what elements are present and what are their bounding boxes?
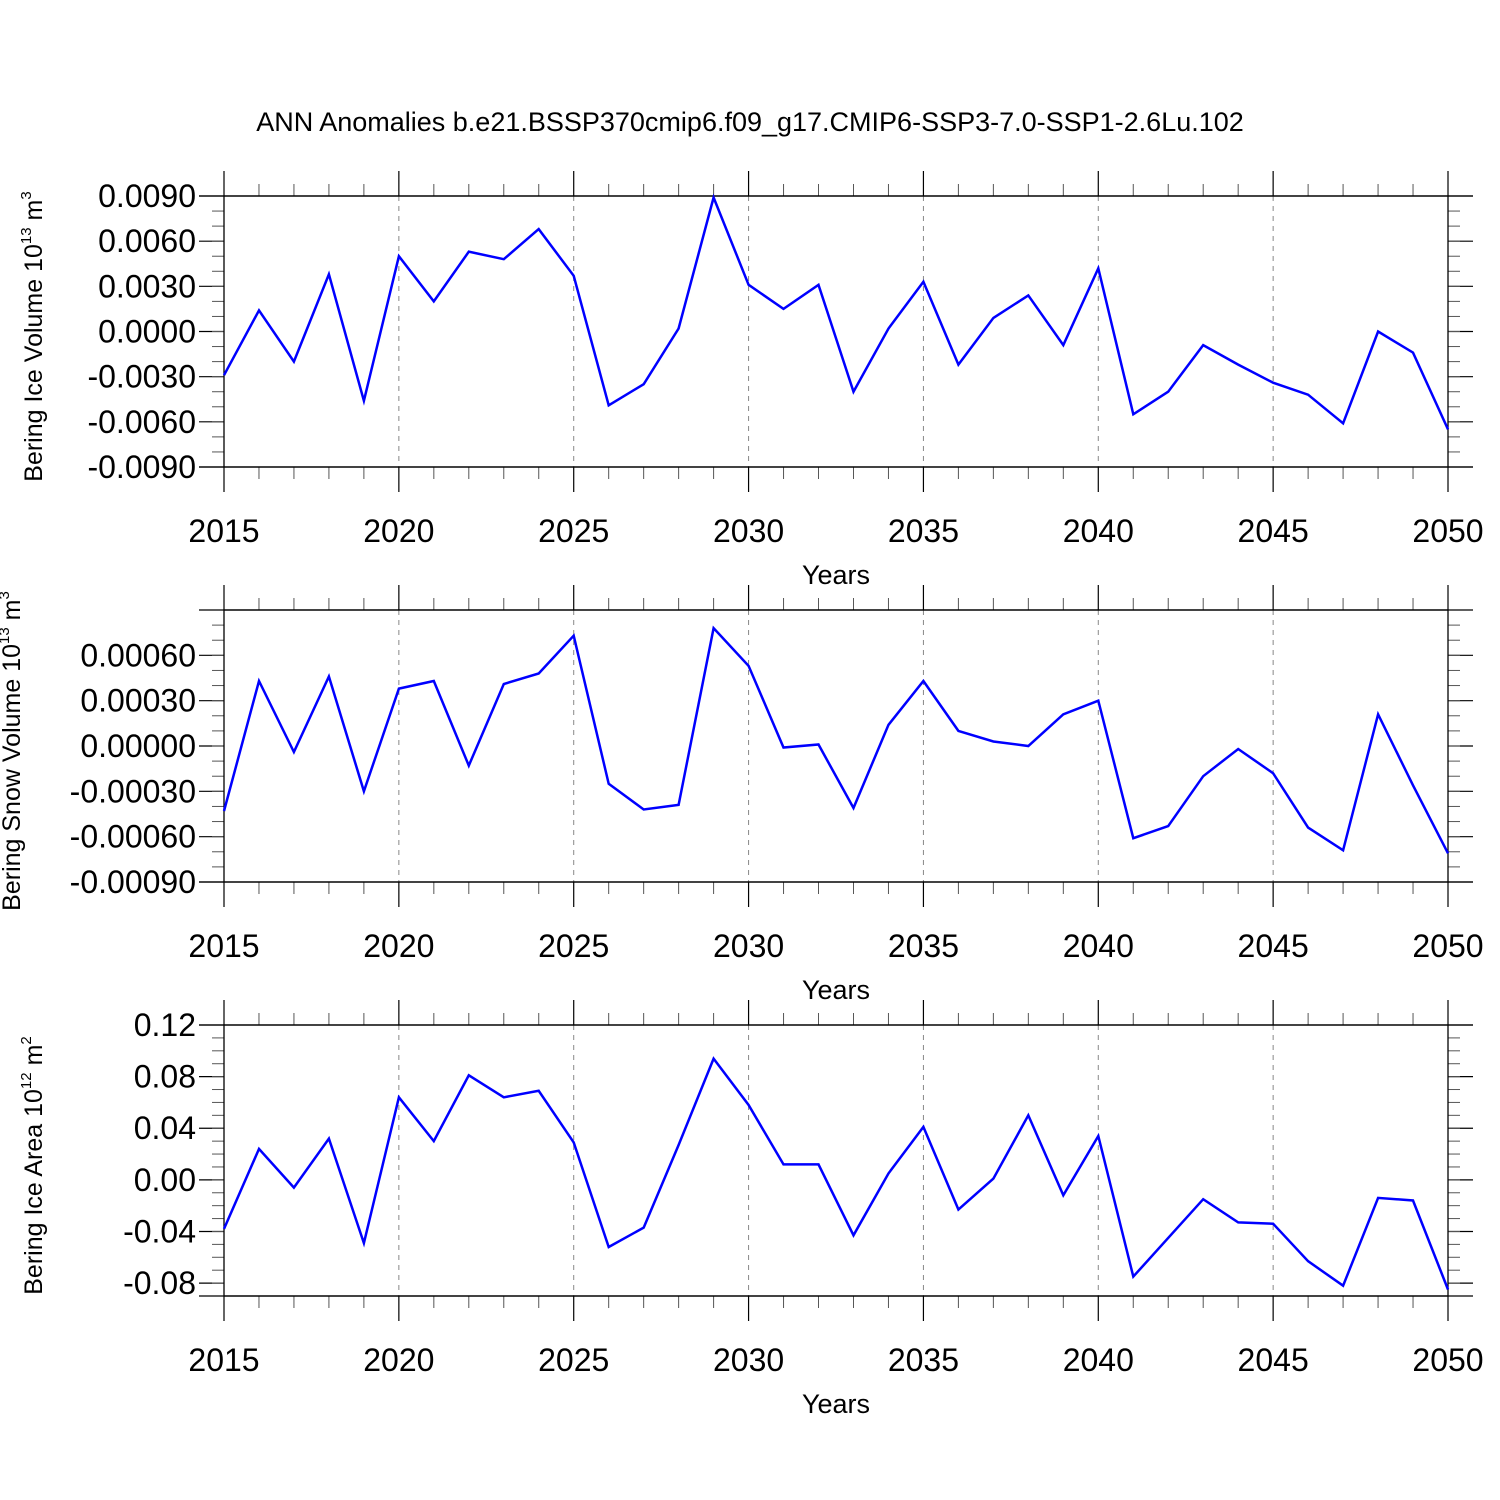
y-tick-label: 0.00060 (80, 637, 196, 673)
figure-title: ANN Anomalies b.e21.BSSP370cmip6.f09_g17… (256, 107, 1244, 137)
y-axis-label-text: Bering Snow Volume 10 (0, 644, 26, 911)
y-tick-label: 0.04 (134, 1110, 196, 1146)
y-axis-label: Bering Ice Volume 1013 m3 (18, 191, 48, 481)
x-tick-label: 2020 (363, 513, 434, 549)
x-axis-label: Years (802, 975, 870, 1005)
x-tick-label: 2020 (363, 928, 434, 964)
panel-1: -0.0090 -0.0060 -0.0030 0.0000 0.0030 0.0060 0… (18, 171, 1484, 590)
x-tick-label: 2040 (1063, 928, 1134, 964)
y-tick-label: 0.0090 (98, 178, 196, 214)
y-tick-label: -0.0030 (87, 359, 196, 395)
x-axis-label: Years (802, 560, 870, 590)
x-tick-label: 2030 (713, 928, 784, 964)
y-axis-label-exponent: 13 (18, 227, 35, 244)
x-tick-label: 2050 (1412, 513, 1483, 549)
y-tick-label: 0.00030 (80, 683, 196, 719)
x-tick-label: 2030 (713, 513, 784, 549)
x-tick-label: 2045 (1238, 513, 1309, 549)
y-axis-label: Bering Snow Volume 1013 m3 (0, 591, 26, 911)
y-tick-label: -0.00060 (70, 819, 196, 855)
series-line (222, 193, 1450, 430)
panel-2: -0.00090 -0.00060 -0.00030 0.00000 0.00030 0.… (0, 585, 1484, 1005)
y-axis-label-unit-exponent: 3 (0, 591, 13, 599)
x-tick-label: 2040 (1063, 1342, 1134, 1378)
x-tick-label: 2025 (538, 1342, 609, 1378)
y-tick-label: -0.00030 (70, 773, 196, 809)
y-tick-label: 0.12 (134, 1007, 196, 1043)
x-axis-label: Years (802, 1389, 870, 1419)
x-tick-label: 2040 (1063, 513, 1134, 549)
y-tick-label: -0.0090 (87, 449, 196, 485)
y-axis-label-unit: m (20, 1045, 48, 1073)
x-tick-label: 2015 (188, 928, 259, 964)
y-axis-label-text: Bering Ice Area 10 (20, 1089, 48, 1295)
y-axis-label-unit-exponent: 3 (18, 191, 35, 199)
y-tick-label: -0.08 (123, 1265, 196, 1301)
y-tick-label: 0.00 (134, 1162, 196, 1198)
series-line (222, 625, 1450, 854)
y-axis-label-unit: m (0, 600, 26, 628)
x-tick-label: 2035 (888, 928, 959, 964)
x-tick-label: 2050 (1412, 928, 1483, 964)
y-tick-label: -0.0060 (87, 404, 196, 440)
x-tick-label: 2035 (888, 513, 959, 549)
x-tick-label: 2025 (538, 513, 609, 549)
y-tick-label: 0.0000 (98, 314, 196, 350)
x-tick-label: 2015 (188, 513, 259, 549)
y-tick-label: -0.00090 (70, 864, 196, 900)
x-tick-label: 2045 (1238, 1342, 1309, 1378)
y-tick-label: 0.0060 (98, 223, 196, 259)
y-axis-label: Bering Ice Area 1012 m2 (18, 1036, 48, 1295)
series-line (222, 1056, 1450, 1290)
panel-3: -0.08 -0.04 0.00 0.04 0.08 0.12 2015 2020 2025 20… (18, 1000, 1484, 1419)
x-tick-label: 2050 (1412, 1342, 1483, 1378)
x-tick-label: 2030 (713, 1342, 784, 1378)
y-axis-label-unit: m (20, 200, 48, 228)
x-tick-label: 2045 (1238, 928, 1309, 964)
x-tick-label: 2025 (538, 928, 609, 964)
plot-frame (223, 609, 1449, 883)
plot-frame (223, 195, 1449, 468)
y-tick-label: -0.04 (123, 1213, 196, 1249)
y-axis-label-unit-exponent: 2 (18, 1036, 35, 1044)
plot-frame (223, 1024, 1449, 1297)
y-axis-label-exponent: 13 (0, 627, 13, 644)
y-axis-label-exponent: 12 (18, 1072, 35, 1089)
y-tick-label: 0.00000 (80, 728, 196, 764)
x-tick-label: 2015 (188, 1342, 259, 1378)
x-tick-label: 2035 (888, 1342, 959, 1378)
y-tick-label: 0.08 (134, 1059, 196, 1095)
y-tick-label: 0.0030 (98, 268, 196, 304)
x-tick-label: 2020 (363, 1342, 434, 1378)
y-axis-label-text: Bering Ice Volume 10 (20, 244, 48, 482)
